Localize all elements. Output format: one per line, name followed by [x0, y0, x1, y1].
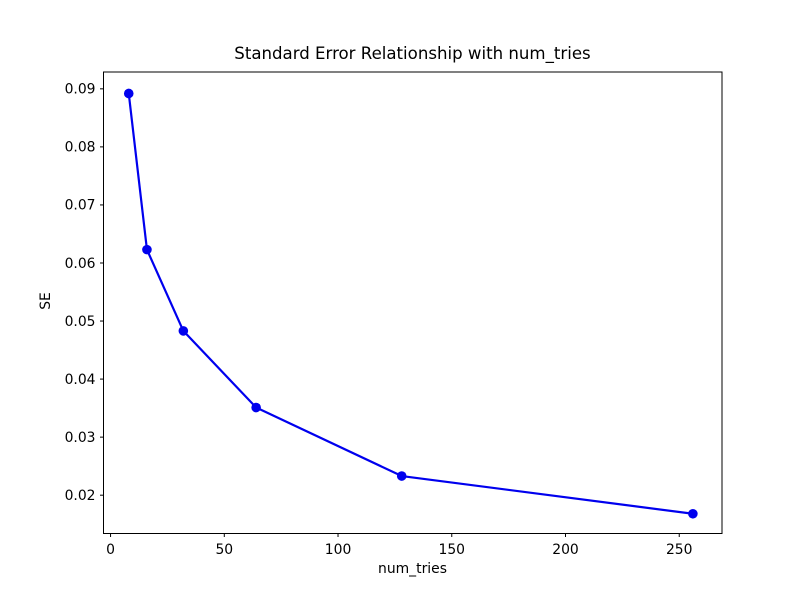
y-tick-label: 0.04 — [65, 372, 96, 388]
x-tick-label: 200 — [552, 542, 579, 558]
data-point-marker — [688, 508, 698, 519]
data-point-marker — [396, 471, 407, 481]
chart-title: Standard Error Relationship with num_tri… — [234, 44, 591, 63]
y-tick-label: 0.05 — [65, 314, 96, 330]
y-axis-label: SE — [38, 292, 54, 310]
data-point-marker — [251, 402, 261, 413]
y-tick-label: 0.07 — [65, 198, 96, 214]
y-tick-label: 0.06 — [65, 256, 96, 272]
x-tick-label: 250 — [666, 542, 693, 558]
y-tick-label: 0.03 — [65, 430, 96, 446]
data-point-marker — [178, 326, 189, 336]
data-point-marker — [123, 88, 134, 99]
x-tick-label: 0 — [106, 542, 115, 558]
data-line — [127, 92, 694, 515]
x-tick-label: 100 — [325, 542, 352, 558]
data-point-marker — [142, 244, 152, 255]
plot-border — [103, 71, 723, 534]
y-tick-label: 0.09 — [65, 82, 96, 98]
y-tick-label: 0.08 — [65, 140, 96, 156]
x-tick-label: 150 — [439, 542, 466, 558]
y-tick-label: 0.02 — [65, 488, 96, 504]
x-tick-label: 50 — [215, 542, 233, 558]
x-axis-label: num_tries — [378, 561, 447, 577]
